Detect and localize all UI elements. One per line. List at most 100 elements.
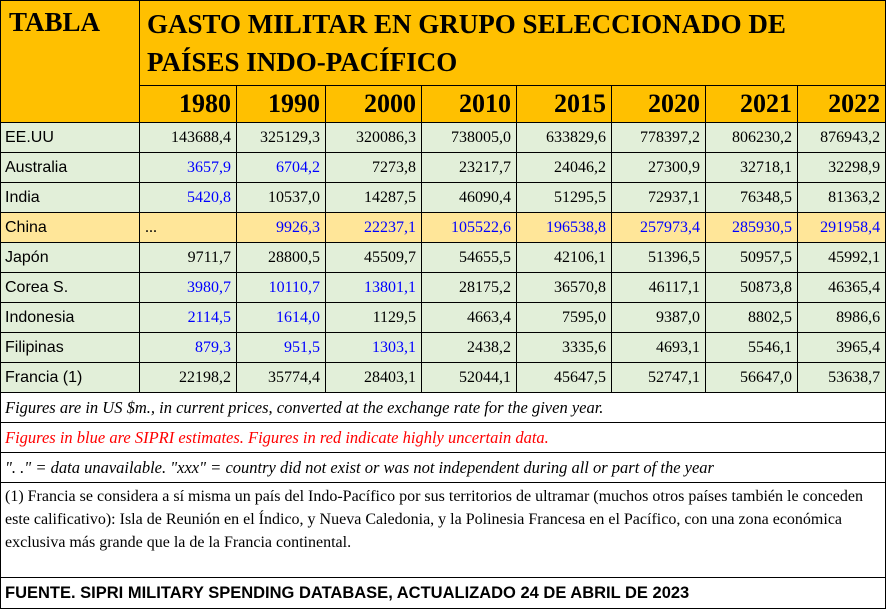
value-cell: 36570,8: [516, 272, 612, 303]
value-cell: 52044,1: [421, 362, 517, 393]
note-prices: Figures are in US $m., in current prices…: [0, 392, 886, 423]
value-cell: 6704,2: [236, 152, 326, 183]
value-cell: 42106,1: [516, 242, 612, 273]
value-cell: 7273,8: [325, 152, 422, 183]
country-name: EE.UU: [0, 122, 140, 153]
table-row: Filipinas 879,3 951,5 1303,1 2438,2 3335,6 469…: [0, 332, 886, 363]
table-row: China... 9926,3 22237,1 105522,6 196538,8 257…: [0, 212, 886, 243]
value-cell: 9926,3: [236, 212, 326, 243]
value-cell: 45647,5: [516, 362, 612, 393]
value-cell: 10110,7: [236, 272, 326, 303]
value-cell: 50957,5: [705, 242, 798, 273]
value-cell: 76348,5: [705, 182, 798, 213]
note-prices-row: Figures are in US $m., in current prices…: [0, 392, 886, 423]
table-row: Australia 3657,9 6704,2 7273,8 23217,7 24046,…: [0, 152, 886, 183]
value-cell: 325129,3: [236, 122, 326, 153]
table-row: Francia (1) 22198,2 35774,4 28403,1 52044,1 4…: [0, 362, 886, 393]
year-header-2010: 2010: [421, 85, 517, 123]
value-cell: 45992,1: [796, 242, 886, 273]
year-header-1980: 1980: [139, 85, 237, 123]
table-title: GASTO MILITAR EN GRUPO SELECCIONADO DE P…: [138, 0, 886, 86]
note-estimates-row: Figures in blue are SIPRI estimates. Fig…: [0, 422, 886, 453]
value-cell: 2438,2: [421, 332, 517, 363]
value-cell: 9711,7: [139, 242, 237, 273]
value-cell: 22198,2: [139, 362, 237, 393]
value-cell: 738005,0: [421, 122, 517, 153]
value-cell: 35774,4: [236, 362, 326, 393]
value-cell: 13801,1: [325, 272, 422, 303]
value-cell: 879,3: [139, 332, 237, 363]
value-cell: 9387,0: [611, 302, 706, 333]
value-cell: 4693,1: [611, 332, 706, 363]
value-cell: 52747,1: [611, 362, 706, 393]
value-cell: 50873,8: [705, 272, 798, 303]
value-cell: 778397,2: [611, 122, 706, 153]
value-cell: 51396,5: [611, 242, 706, 273]
note-unavailable: ". ." = data unavailable. "xxx" = countr…: [0, 452, 886, 483]
value-cell: 5420,8: [139, 182, 237, 213]
title-line-2: PAÍSES INDO-PACÍFICO: [147, 47, 458, 77]
year-header-1990: 1990: [236, 85, 326, 123]
value-cell: 23217,7: [421, 152, 517, 183]
value-cell: 14287,5: [325, 182, 422, 213]
value-cell: 143688,4: [139, 122, 237, 153]
value-cell: 1129,5: [325, 302, 422, 333]
value-cell: 320086,3: [325, 122, 422, 153]
value-cell: 54655,5: [421, 242, 517, 273]
tabla-label: TABLA: [0, 0, 140, 123]
value-cell: 46365,4: [796, 272, 886, 303]
value-cell: 2114,5: [139, 302, 237, 333]
country-name: India: [0, 182, 140, 213]
value-cell: 291958,4: [796, 212, 886, 243]
country-name: Francia (1): [0, 362, 140, 393]
country-name: Australia: [0, 152, 140, 183]
country-name: China: [0, 212, 140, 243]
value-cell: 3980,7: [139, 272, 237, 303]
value-cell: 81363,2: [796, 182, 886, 213]
year-header-row: 1980 1990 2000 2010 2015 2020 2021 2022: [1, 85, 886, 123]
value-cell: 28800,5: [236, 242, 326, 273]
value-cell: 32718,1: [705, 152, 798, 183]
value-cell: 46090,4: [421, 182, 517, 213]
value-cell: 3335,6: [516, 332, 612, 363]
value-cell: 8802,5: [705, 302, 798, 333]
value-cell: 3657,9: [139, 152, 237, 183]
value-cell: 51295,5: [516, 182, 612, 213]
title-line-1: GASTO MILITAR EN GRUPO SELECCIONADO DE: [147, 9, 786, 39]
source-text: FUENTE. SIPRI MILITARY SPENDING DATABASE…: [0, 577, 886, 609]
note-estimates: Figures in blue are SIPRI estimates. Fig…: [0, 422, 886, 453]
value-cell: 32298,9: [796, 152, 886, 183]
value-cell: 1303,1: [325, 332, 422, 363]
value-cell: 28403,1: [325, 362, 422, 393]
value-cell: 3965,4: [796, 332, 886, 363]
year-header-2015: 2015: [516, 85, 612, 123]
value-cell: 27300,9: [611, 152, 706, 183]
value-cell: 7595,0: [516, 302, 612, 333]
country-name: Corea S.: [0, 272, 140, 303]
table-row: Indonesia 2114,5 1614,0 1129,5 4663,4 7595,0 9…: [0, 302, 886, 333]
value-cell: 633829,6: [516, 122, 612, 153]
value-cell: 45509,7: [325, 242, 422, 273]
footnote-row: (1) Francia se considera a sí misma un p…: [0, 482, 886, 578]
value-cell: 1614,0: [236, 302, 326, 333]
country-name: Filipinas: [0, 332, 140, 363]
note-unavailable-row: ". ." = data unavailable. "xxx" = countr…: [0, 452, 886, 483]
title-row: TABLA GASTO MILITAR EN GRUPO SELECCIONAD…: [0, 0, 886, 123]
value-cell: 46117,1: [611, 272, 706, 303]
footnote-text: (1) Francia se considera a sí misma un p…: [0, 482, 886, 578]
value-cell: 257973,4: [611, 212, 706, 243]
value-cell: 5546,1: [705, 332, 798, 363]
year-header-2021: 2021: [705, 85, 798, 123]
source-row: FUENTE. SIPRI MILITARY SPENDING DATABASE…: [0, 577, 886, 609]
value-cell: 56647,0: [705, 362, 798, 393]
table-row: India 5420,8 10537,0 14287,5 46090,4 51295,5 7…: [0, 182, 886, 213]
value-cell: 24046,2: [516, 152, 612, 183]
value-cell: 72937,1: [611, 182, 706, 213]
value-cell: 28175,2: [421, 272, 517, 303]
value-cell: 876943,2: [796, 122, 886, 153]
value-cell: 951,5: [236, 332, 326, 363]
value-cell: 196538,8: [516, 212, 612, 243]
year-header-2020: 2020: [611, 85, 706, 123]
table-row: Japón 9711,7 28800,5 45509,7 54655,5 42106,1 5…: [0, 242, 886, 273]
value-cell: 105522,6: [421, 212, 517, 243]
